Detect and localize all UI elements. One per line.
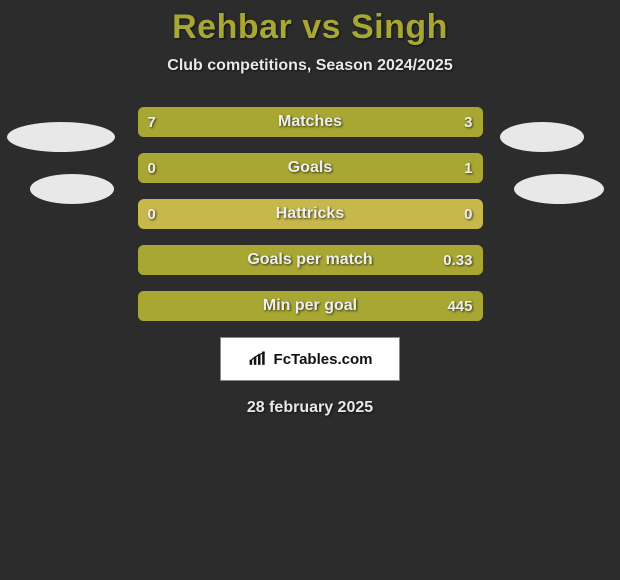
stat-value-left: 0 bbox=[148, 153, 156, 183]
bubble bbox=[514, 174, 604, 204]
bubble bbox=[30, 174, 114, 204]
stat-value-left: 7 bbox=[148, 107, 156, 137]
subtitle: Club competitions, Season 2024/2025 bbox=[0, 57, 620, 75]
stat-label: Goals bbox=[138, 153, 483, 183]
source-badge-text: FcTables.com bbox=[274, 351, 373, 368]
stat-value-right: 3 bbox=[464, 107, 472, 137]
stat-row: Goals0 1 bbox=[138, 153, 483, 183]
stat-row: Min per goal445 bbox=[138, 291, 483, 321]
comparison-infographic: Rehbar vs Singh Club competitions, Seaso… bbox=[0, 0, 620, 580]
source-badge: FcTables.com bbox=[220, 337, 400, 381]
stat-label: Min per goal bbox=[138, 291, 483, 321]
page-title: Rehbar vs Singh bbox=[0, 0, 620, 47]
stat-value-right: 1 bbox=[464, 153, 472, 183]
bubble bbox=[500, 122, 584, 152]
stat-label: Hattricks bbox=[138, 199, 483, 229]
stat-value-left: 0 bbox=[148, 199, 156, 229]
stat-label: Matches bbox=[138, 107, 483, 137]
stat-row: Goals per match0.33 bbox=[138, 245, 483, 275]
stat-value-right: 445 bbox=[447, 291, 472, 321]
bar-chart-icon bbox=[248, 351, 268, 367]
stat-label: Goals per match bbox=[138, 245, 483, 275]
stat-value-right: 0 bbox=[464, 199, 472, 229]
bubble bbox=[7, 122, 115, 152]
stat-row: Hattricks0 0 bbox=[138, 199, 483, 229]
date-label: 28 february 2025 bbox=[0, 399, 620, 417]
stat-value-right: 0.33 bbox=[443, 245, 472, 275]
stat-row: Matches7 3 bbox=[138, 107, 483, 137]
